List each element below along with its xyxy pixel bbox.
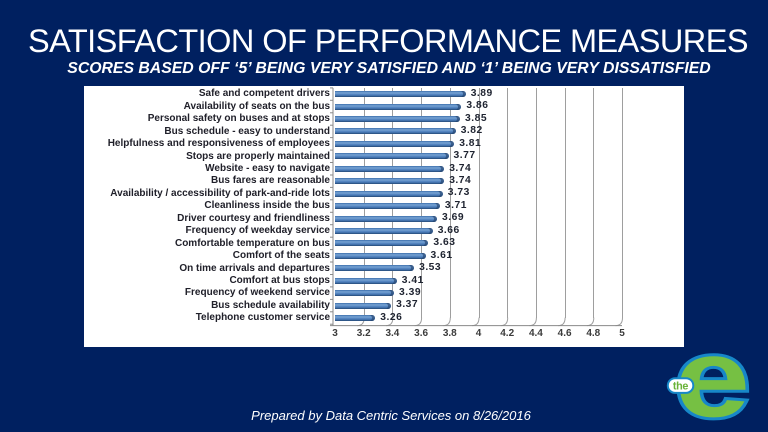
svg-text:the: the bbox=[673, 380, 689, 392]
svg-text:e: e bbox=[675, 340, 750, 432]
